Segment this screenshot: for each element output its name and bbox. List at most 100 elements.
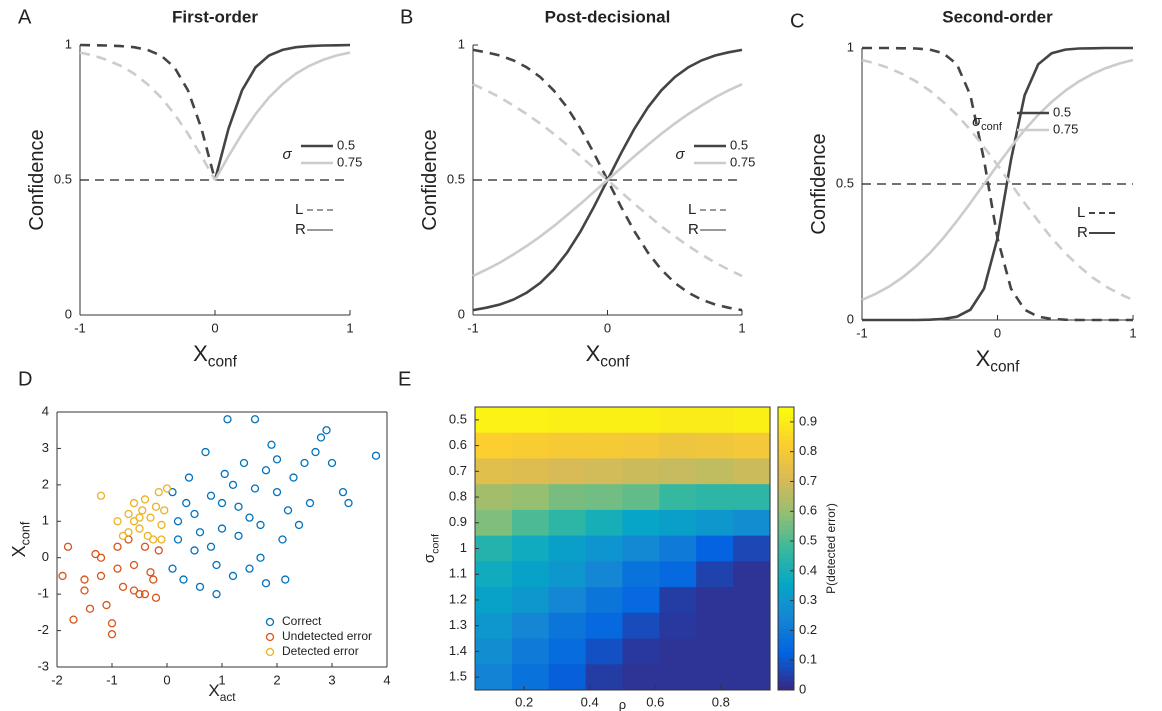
curve — [861, 58, 1134, 302]
point — [261, 466, 271, 475]
legend-label: Detected error — [282, 644, 359, 658]
colorbar-step — [778, 614, 794, 620]
legend-label: 0.75 — [1053, 121, 1078, 136]
curve — [213, 43, 351, 181]
cell — [622, 664, 660, 691]
cell — [659, 407, 697, 434]
cell — [511, 458, 550, 485]
point — [283, 506, 293, 515]
ylabel-text: σ — [421, 553, 438, 563]
point — [151, 502, 161, 511]
x-tick-label: 0 — [604, 320, 611, 335]
point — [267, 440, 276, 449]
point — [107, 630, 117, 639]
x-tick-label: 2 — [273, 672, 280, 687]
cell — [659, 587, 697, 614]
legend-title: σ — [675, 146, 685, 163]
curve — [79, 51, 217, 181]
point — [146, 568, 155, 577]
legend-marker — [265, 617, 275, 627]
xlabel: Xconf — [586, 341, 631, 371]
point — [239, 458, 249, 468]
point — [184, 473, 194, 482]
cell — [548, 535, 587, 562]
ylabel-text: Confidence — [26, 129, 48, 230]
point — [195, 528, 205, 537]
cell — [511, 535, 550, 562]
point — [245, 513, 254, 522]
point — [223, 415, 232, 424]
point — [206, 542, 216, 551]
point — [157, 535, 166, 544]
legend-label: 0.75 — [337, 154, 362, 169]
colorbar-step — [778, 609, 794, 616]
point — [182, 498, 191, 508]
panel-letter: B — [400, 6, 413, 28]
cell — [511, 432, 550, 459]
point — [217, 524, 227, 533]
y-tick-label: 0.6 — [449, 437, 467, 452]
xlabel-text: X — [586, 341, 601, 366]
y-tick-label: 1 — [458, 36, 465, 51]
point — [151, 593, 161, 602]
point — [220, 469, 229, 479]
cell — [548, 587, 587, 614]
cell — [474, 587, 513, 614]
cell — [548, 509, 587, 537]
legend-label: L — [295, 201, 303, 218]
colorbar-step — [778, 595, 794, 601]
y-tick-label: 0 — [458, 306, 465, 321]
xlabel-sub: conf — [990, 359, 1020, 376]
colorbar-step — [778, 562, 794, 568]
ylabel-text: Confidence — [419, 129, 441, 230]
point — [322, 426, 331, 435]
point — [316, 433, 326, 442]
point — [129, 560, 139, 570]
colorbar-step — [778, 680, 794, 686]
colorbar-tick-label: 0.9 — [799, 413, 817, 428]
cell — [585, 458, 624, 485]
colorbar-step — [778, 477, 794, 483]
colorbar-step — [778, 619, 794, 625]
colorbar-step — [778, 440, 794, 446]
colorbar-step — [778, 548, 794, 554]
panel-title: Post-decisional — [545, 7, 671, 26]
x-tick-label: -1 — [106, 672, 118, 687]
cell — [696, 638, 734, 665]
point — [96, 491, 106, 500]
cell — [622, 458, 660, 485]
ylabel-sub: conf — [429, 534, 441, 554]
colorbar-step — [778, 435, 794, 441]
panel-letter: E — [398, 368, 411, 390]
point — [69, 615, 78, 624]
legend-label: R — [295, 221, 306, 238]
cell — [474, 509, 513, 537]
point — [344, 498, 353, 508]
point — [168, 564, 177, 573]
point — [162, 484, 172, 493]
y-tick-label: 0.9 — [449, 514, 467, 529]
point — [80, 586, 89, 595]
point — [129, 517, 139, 526]
cell — [659, 638, 697, 665]
ylabel: Xconf — [9, 521, 33, 557]
cell — [622, 484, 660, 511]
legend-symbol: σ — [282, 146, 292, 163]
colorbar-step — [778, 543, 794, 549]
point — [129, 498, 139, 508]
point — [289, 473, 298, 482]
colorbar-step — [778, 675, 794, 682]
cell — [696, 587, 734, 614]
colorbar-step — [778, 605, 794, 611]
cell — [548, 561, 587, 588]
point — [149, 535, 158, 544]
point — [272, 487, 282, 497]
legend-label: Correct — [282, 614, 322, 628]
y-tick-label: 3 — [42, 440, 49, 455]
point — [63, 542, 73, 551]
point — [294, 520, 304, 530]
cell — [548, 484, 587, 511]
x-tick-label: -1 — [74, 320, 86, 335]
legend-title: σconf — [972, 113, 1003, 133]
point — [338, 487, 348, 497]
